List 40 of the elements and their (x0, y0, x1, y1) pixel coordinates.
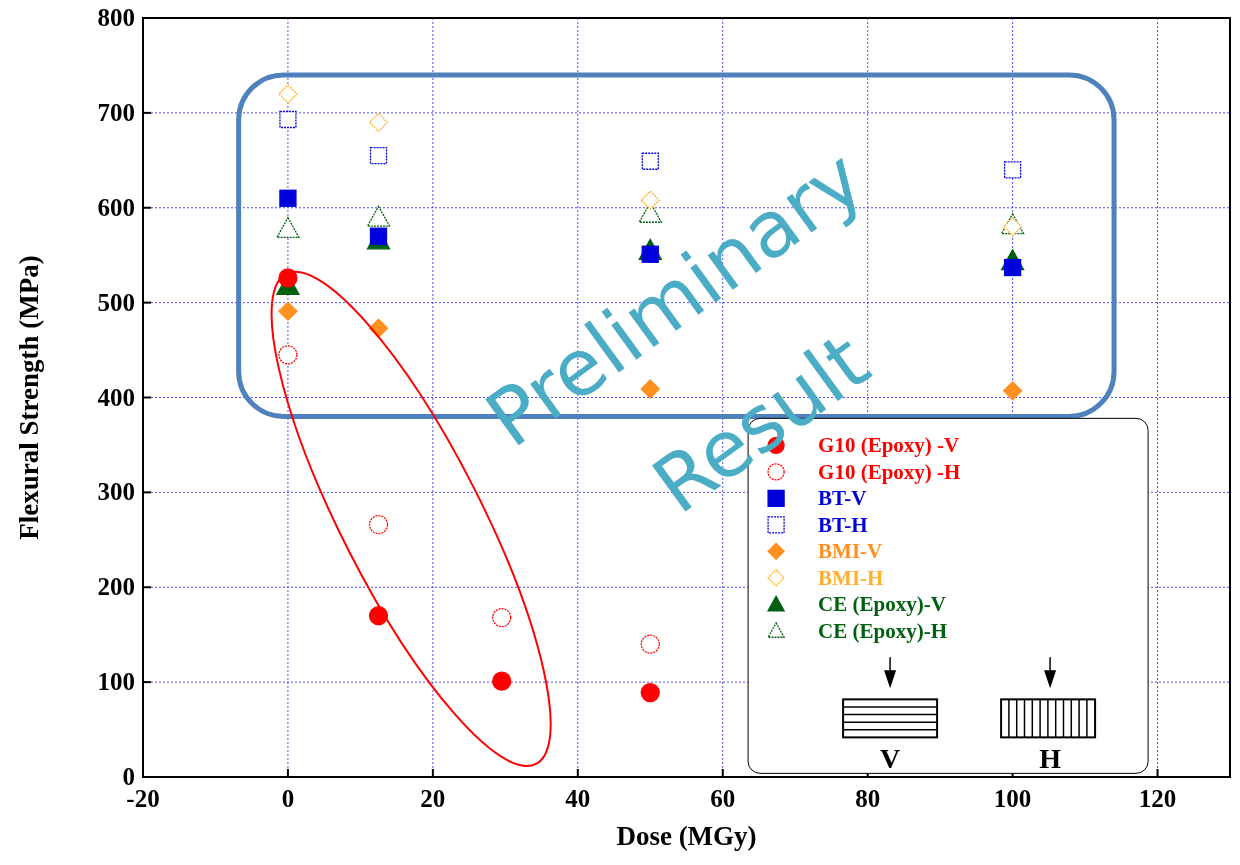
legend-label: CE (Epoxy)-V (818, 592, 946, 617)
legend-label: CE (Epoxy)-H (818, 618, 948, 643)
x-tick-label: 0 (281, 785, 295, 812)
point (492, 607, 512, 628)
y-tick-label: 800 (97, 4, 135, 31)
point (279, 189, 297, 207)
point (368, 514, 389, 535)
point (492, 671, 512, 691)
x-tick-label: 20 (420, 785, 446, 812)
y-tick-label: 400 (97, 383, 135, 411)
point (276, 216, 300, 239)
y-tick-label: 300 (97, 478, 135, 506)
y-axis-title: Flexural Strength (MPa) (14, 255, 44, 540)
y-tick-label: 700 (97, 98, 135, 126)
annotation: H (1039, 743, 1062, 775)
point (279, 110, 297, 129)
x-tick-label: 60 (710, 785, 736, 812)
x-axis-title: Dose (MGy) (616, 821, 757, 851)
point (1003, 161, 1022, 179)
point (278, 301, 298, 321)
y-tick-label: 600 (97, 193, 135, 221)
y-tick-label: 100 (97, 668, 135, 696)
x-tick-label: 100 (993, 785, 1032, 812)
x-tick-label: 120 (1138, 785, 1177, 812)
point (368, 112, 389, 133)
annotation: V (879, 743, 901, 775)
point (278, 345, 298, 365)
y-tick-label: 500 (97, 288, 135, 316)
x-tick-label: 40 (565, 785, 591, 812)
point (369, 146, 388, 165)
point (640, 682, 660, 703)
point (1002, 381, 1023, 401)
point (366, 205, 391, 227)
y-tick-label: 200 (97, 573, 135, 601)
legend-label: BMI-H (818, 565, 884, 590)
point (640, 634, 660, 654)
x-tick-label: 80 (855, 785, 881, 812)
legend-label: BMI-V (818, 539, 883, 564)
point (278, 84, 298, 104)
legend-label: BT-H (818, 512, 868, 537)
